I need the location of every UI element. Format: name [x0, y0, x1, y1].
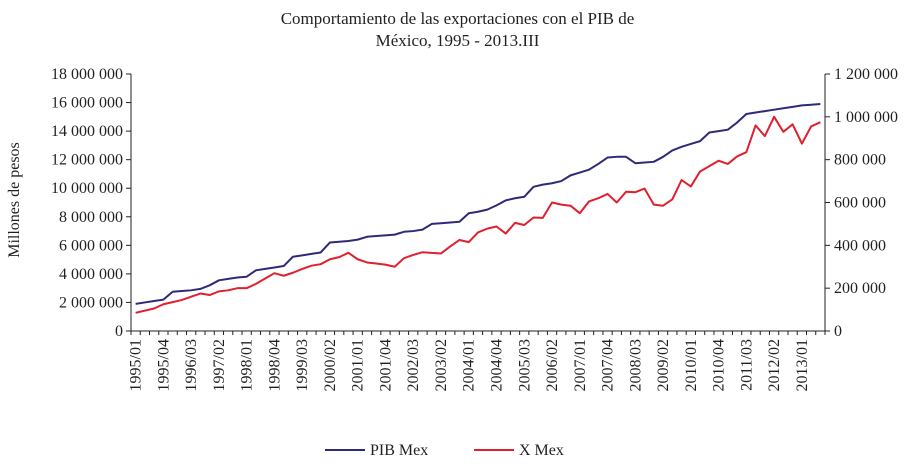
left-y-tick-label: 10 000 000: [51, 180, 123, 197]
x-tick-label: 2007/01: [572, 339, 589, 391]
x-tick-label: 2012/02: [766, 339, 783, 391]
x-tick-label: 2004/01: [461, 339, 478, 391]
right-y-tick-label: 1 200 000: [834, 66, 898, 83]
x-tick-label: 2010/04: [711, 339, 728, 391]
x-tick-label: 2008/03: [627, 339, 644, 391]
x-tick-label: 2004/04: [489, 339, 506, 391]
x-tick-label: 1998/01: [239, 339, 256, 391]
x-tick-label: 2009/02: [655, 339, 672, 391]
left-y-tick-label: 2 000 000: [59, 294, 123, 311]
right-y-tick-label: 1 000 000: [834, 109, 898, 126]
legend: PIB Mex X Mex: [325, 442, 564, 459]
x-tick-label: 2001/04: [377, 339, 394, 391]
right-y-tick-label: 800 000: [834, 152, 886, 169]
x-tick-label: 2011/03: [738, 339, 755, 391]
left-y-tick-label: 8 000 000: [59, 209, 123, 226]
right-y-tick-label: 0: [834, 323, 842, 340]
chart-title-line-2: México, 1995 - 2013.III: [375, 31, 540, 50]
x-tick-label: 2013/01: [794, 339, 811, 391]
left-y-tick-label: 18 000 000: [51, 66, 123, 83]
right-y-tick-label: 400 000: [834, 237, 886, 254]
y-axis-label: Millones de pesos: [6, 142, 23, 258]
x-tick-label: 1995/01: [128, 339, 145, 391]
left-y-tick-label: 0: [115, 323, 123, 340]
x-tick-label: 1999/03: [294, 339, 311, 391]
legend-label-x-mex: X Mex: [519, 442, 564, 459]
left-y-tick-label: 6 000 000: [59, 237, 123, 254]
series-line-pib-mex: [135, 102, 821, 305]
x-tick-label: 2006/02: [544, 339, 561, 391]
x-tick-label: 1997/02: [211, 339, 228, 391]
x-tick-label: 1996/03: [183, 339, 200, 391]
x-tick-label: 2010/01: [683, 339, 700, 391]
series-line-x-mex: [135, 115, 821, 314]
x-tick-label: 2003/02: [433, 339, 450, 391]
series-layer: [135, 102, 821, 314]
x-tick-label: 2001/01: [350, 339, 367, 391]
left-y-tick-label: 14 000 000: [51, 123, 123, 140]
left-y-tick-label: 16 000 000: [51, 95, 123, 112]
chart-title: Comportamiento de las exportaciones con …: [0, 8, 915, 52]
x-tick-label: 1995/04: [155, 339, 172, 391]
chart-axes: 0 2 000 000 4 000 000 6 000 000 8 000 000 10 …: [51, 66, 898, 391]
x-tick-label: 2000/02: [322, 339, 339, 391]
right-y-tick-label: 200 000: [834, 280, 886, 297]
x-tick-label: 2002/03: [405, 339, 422, 391]
right-y-tick-label: 600 000: [834, 195, 886, 212]
x-tick-label: 2007/04: [600, 339, 617, 391]
x-tick-label: 1998/04: [266, 339, 283, 391]
x-tick-label: 2005/03: [516, 339, 533, 391]
left-y-tick-label: 4 000 000: [59, 266, 123, 283]
left-y-tick-label: 12 000 000: [51, 152, 123, 169]
legend-label-pib-mex: PIB Mex: [370, 442, 428, 459]
chart-title-line-1: Comportamiento de las exportaciones con …: [280, 9, 635, 28]
